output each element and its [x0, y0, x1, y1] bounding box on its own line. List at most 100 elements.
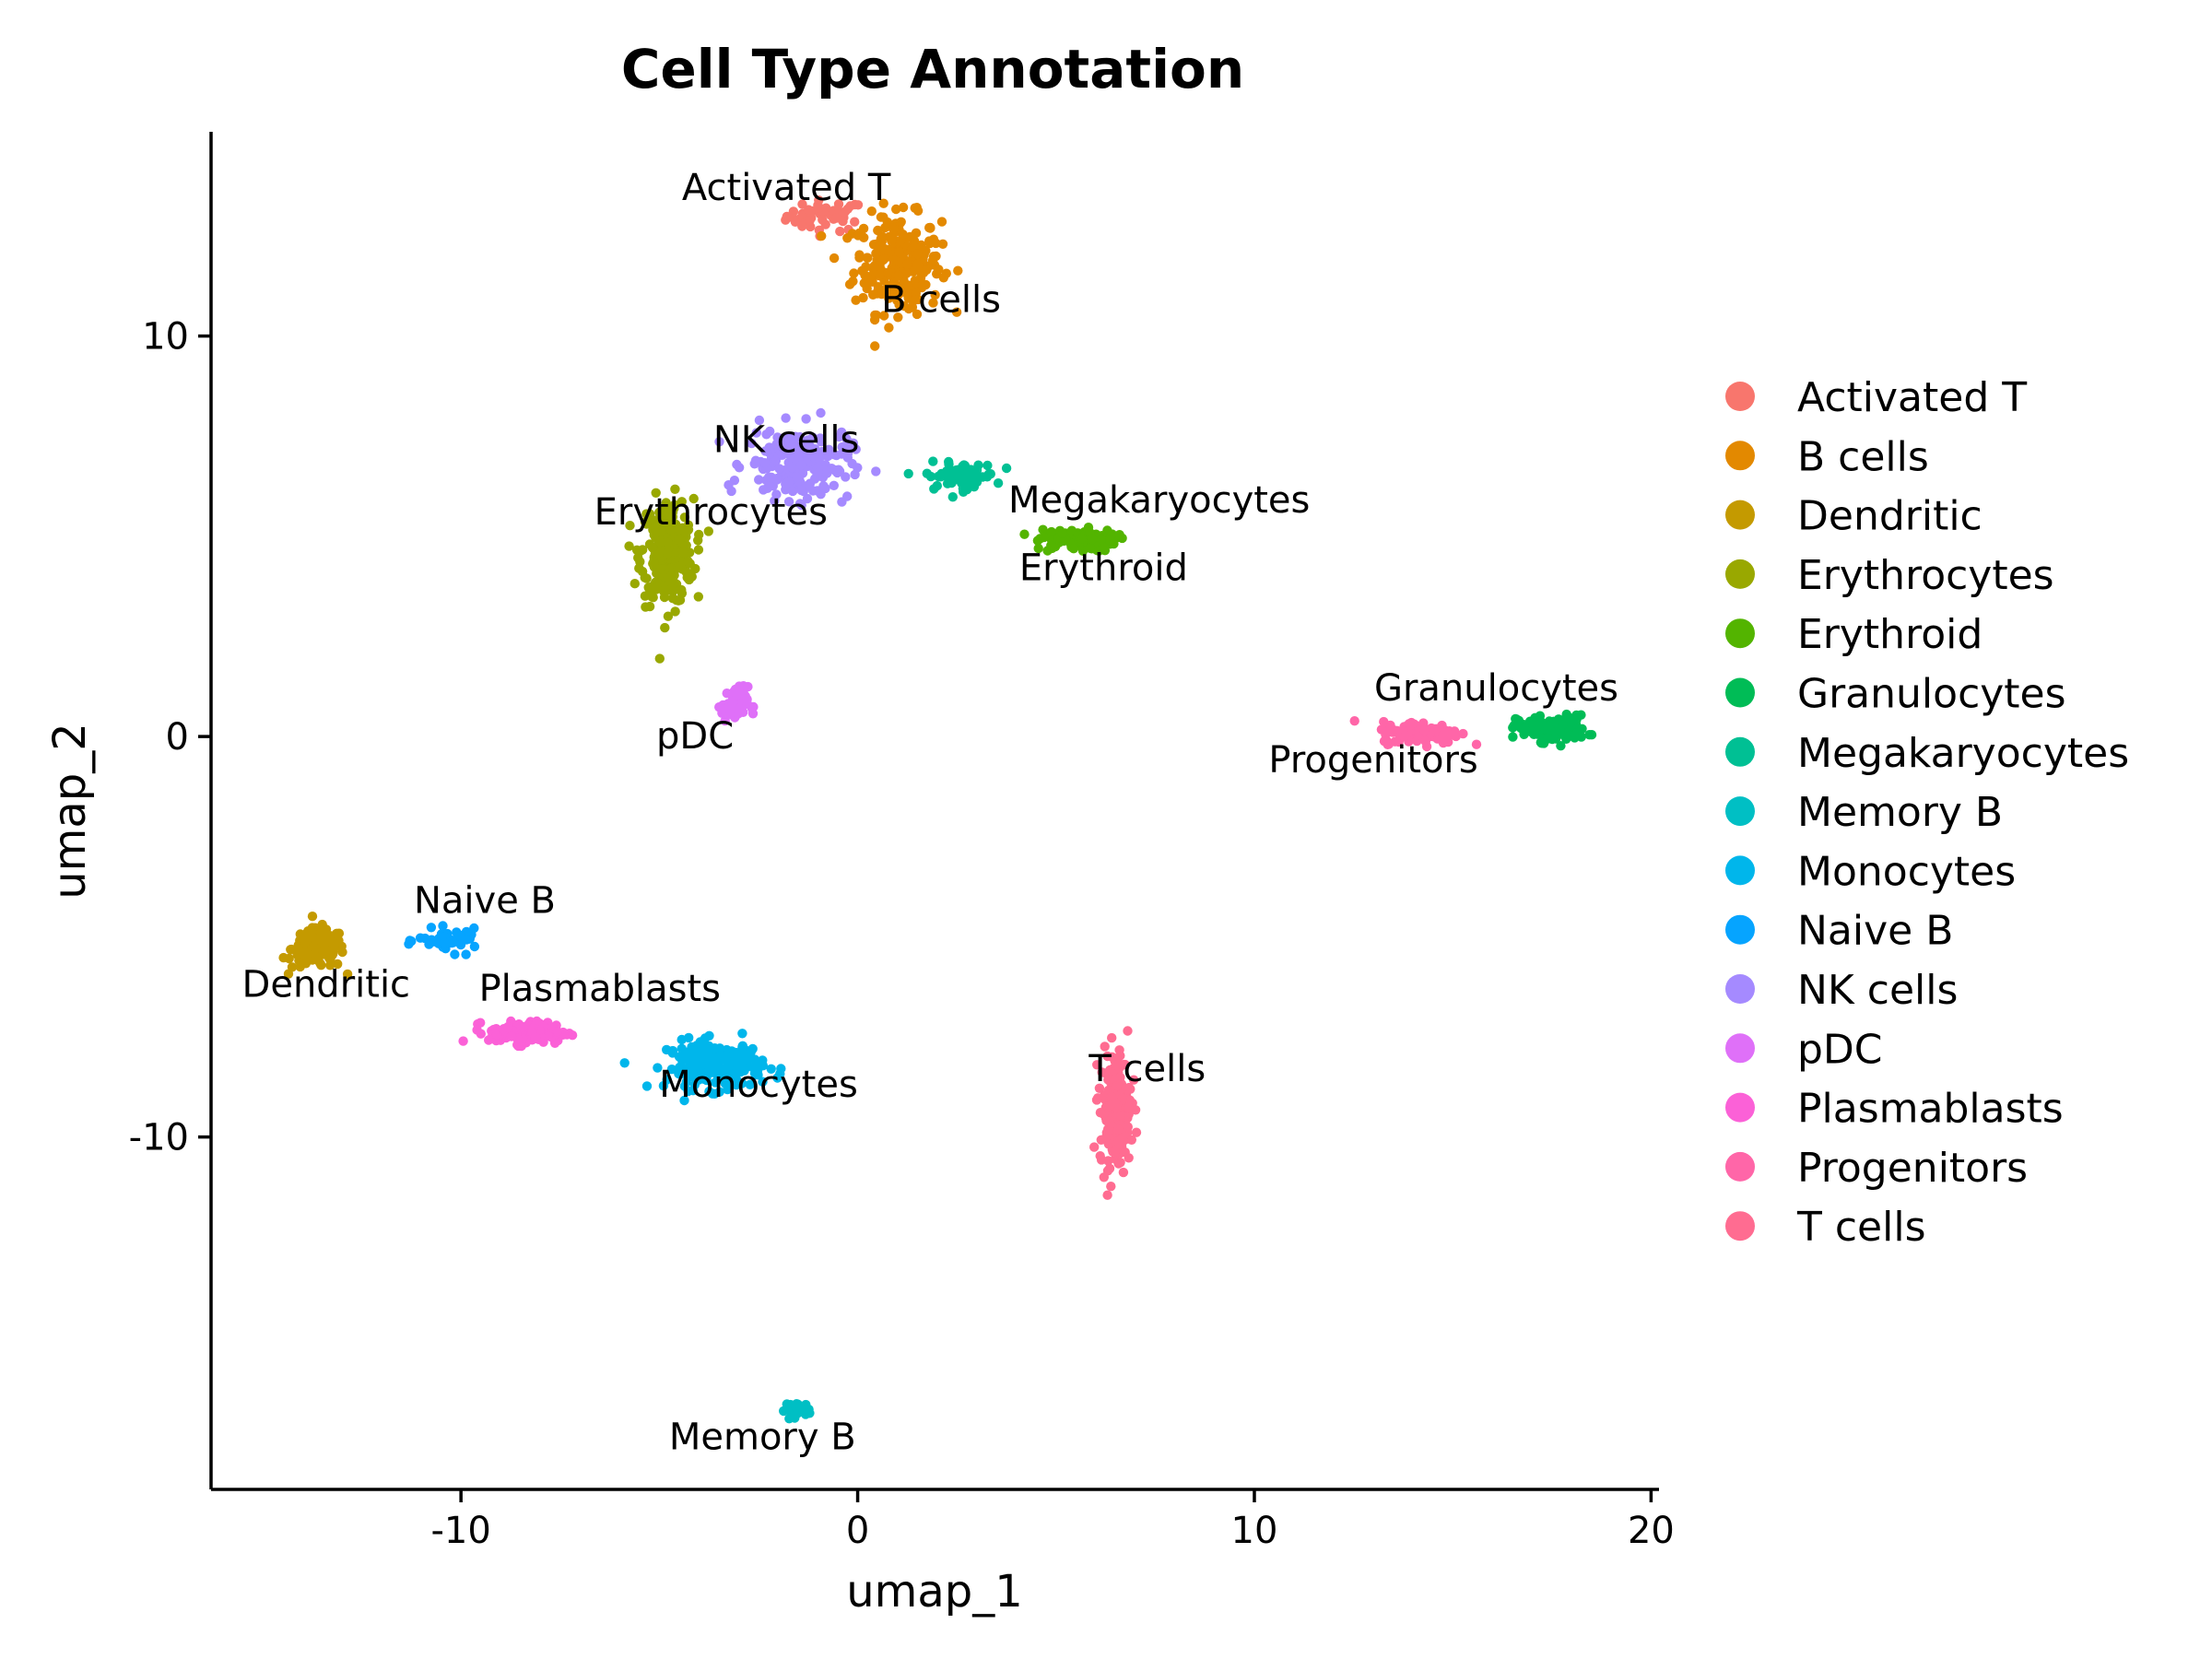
data-point — [717, 704, 727, 714]
data-point — [771, 455, 781, 466]
data-point — [656, 526, 666, 536]
cluster-label: Monocytes — [659, 1064, 858, 1106]
data-point — [1113, 1159, 1124, 1169]
data-point — [941, 268, 951, 278]
data-point — [888, 224, 899, 234]
y-tick-label: 0 — [166, 716, 189, 759]
data-point — [661, 498, 671, 508]
data-point — [930, 289, 940, 300]
legend-key — [1725, 914, 1755, 945]
data-point — [720, 715, 730, 726]
data-point — [816, 407, 826, 418]
data-point — [816, 437, 827, 447]
data-point — [1120, 1147, 1130, 1158]
data-point — [854, 228, 865, 239]
data-point — [849, 268, 859, 278]
data-point — [787, 486, 798, 497]
data-point — [1516, 723, 1526, 734]
data-point — [702, 1058, 713, 1068]
data-point — [644, 601, 655, 612]
data-point — [318, 949, 328, 959]
data-point — [693, 535, 703, 546]
data-point — [728, 703, 738, 713]
data-point — [1085, 543, 1096, 553]
data-point — [405, 935, 415, 946]
data-point — [978, 472, 988, 482]
data-point — [1114, 530, 1124, 540]
data-point — [663, 537, 673, 548]
cluster-points-b-cells — [817, 198, 963, 351]
data-point — [851, 295, 861, 305]
data-point — [726, 486, 736, 497]
data-point — [837, 497, 847, 507]
data-point — [1532, 729, 1542, 739]
cluster-points-progenitors — [1349, 716, 1482, 752]
data-point — [842, 233, 853, 243]
data-point — [629, 579, 640, 589]
data-point — [649, 559, 659, 569]
data-point — [745, 1079, 755, 1090]
data-point — [1099, 1172, 1110, 1182]
data-point — [1513, 715, 1524, 725]
cluster-label: Plasmablasts — [479, 968, 721, 1010]
data-point — [912, 206, 924, 216]
data-point — [1536, 718, 1547, 728]
data-point — [850, 217, 860, 227]
data-point — [871, 466, 881, 477]
data-point — [784, 1414, 794, 1424]
data-point — [1572, 728, 1583, 738]
data-point — [850, 469, 860, 480]
cluster-labels-layer: Activated T B cells Dendritic Erythrocytes E… — [242, 167, 1618, 1459]
data-point — [871, 310, 881, 321]
data-point — [1039, 532, 1050, 543]
data-point — [666, 1065, 677, 1075]
data-point — [1118, 1167, 1129, 1178]
data-point — [315, 931, 326, 941]
data-point — [898, 202, 909, 213]
cluster-points-erythroid — [1019, 523, 1127, 556]
cluster-points-erythrocytes — [624, 484, 713, 664]
cluster-label: pDC — [656, 715, 734, 758]
data-point — [1095, 1151, 1105, 1161]
data-point — [782, 1405, 793, 1415]
data-point — [1419, 725, 1430, 735]
data-point — [1418, 718, 1429, 728]
data-point — [1124, 1102, 1134, 1113]
data-point — [759, 485, 769, 495]
data-point — [653, 1063, 663, 1073]
cluster-label: Memory B — [669, 1417, 856, 1459]
legend-label: Memory B — [1797, 789, 2003, 836]
data-point — [754, 475, 764, 485]
data-point — [666, 525, 677, 535]
cluster-label: Granulocytes — [1374, 667, 1618, 710]
data-point — [1110, 1147, 1120, 1157]
data-point — [888, 287, 900, 297]
data-point — [684, 1032, 694, 1043]
data-point — [333, 959, 343, 970]
data-point — [654, 653, 665, 664]
data-point — [1106, 1182, 1116, 1192]
data-point — [771, 489, 782, 500]
x-tick-label: 0 — [846, 1510, 869, 1552]
points-layer — [278, 195, 1597, 1424]
data-point — [928, 456, 938, 466]
cluster-points-pdc — [714, 681, 759, 726]
chart-title: Cell Type Annotation — [621, 38, 1244, 100]
data-point — [754, 415, 765, 426]
legend-key — [1725, 974, 1755, 1004]
data-point — [1111, 1060, 1122, 1070]
data-point — [675, 1062, 685, 1073]
data-point — [1584, 730, 1594, 740]
data-point — [679, 512, 690, 523]
data-point — [873, 282, 884, 292]
cluster-points-granulocytes — [1508, 709, 1597, 751]
data-point — [1128, 1075, 1139, 1085]
data-point — [727, 696, 737, 707]
data-point — [641, 519, 652, 529]
data-point — [667, 1045, 678, 1056]
legend-label: Megakaryocytes — [1797, 730, 2129, 777]
data-point — [743, 681, 753, 692]
data-point — [761, 429, 771, 440]
data-point — [506, 1031, 517, 1041]
